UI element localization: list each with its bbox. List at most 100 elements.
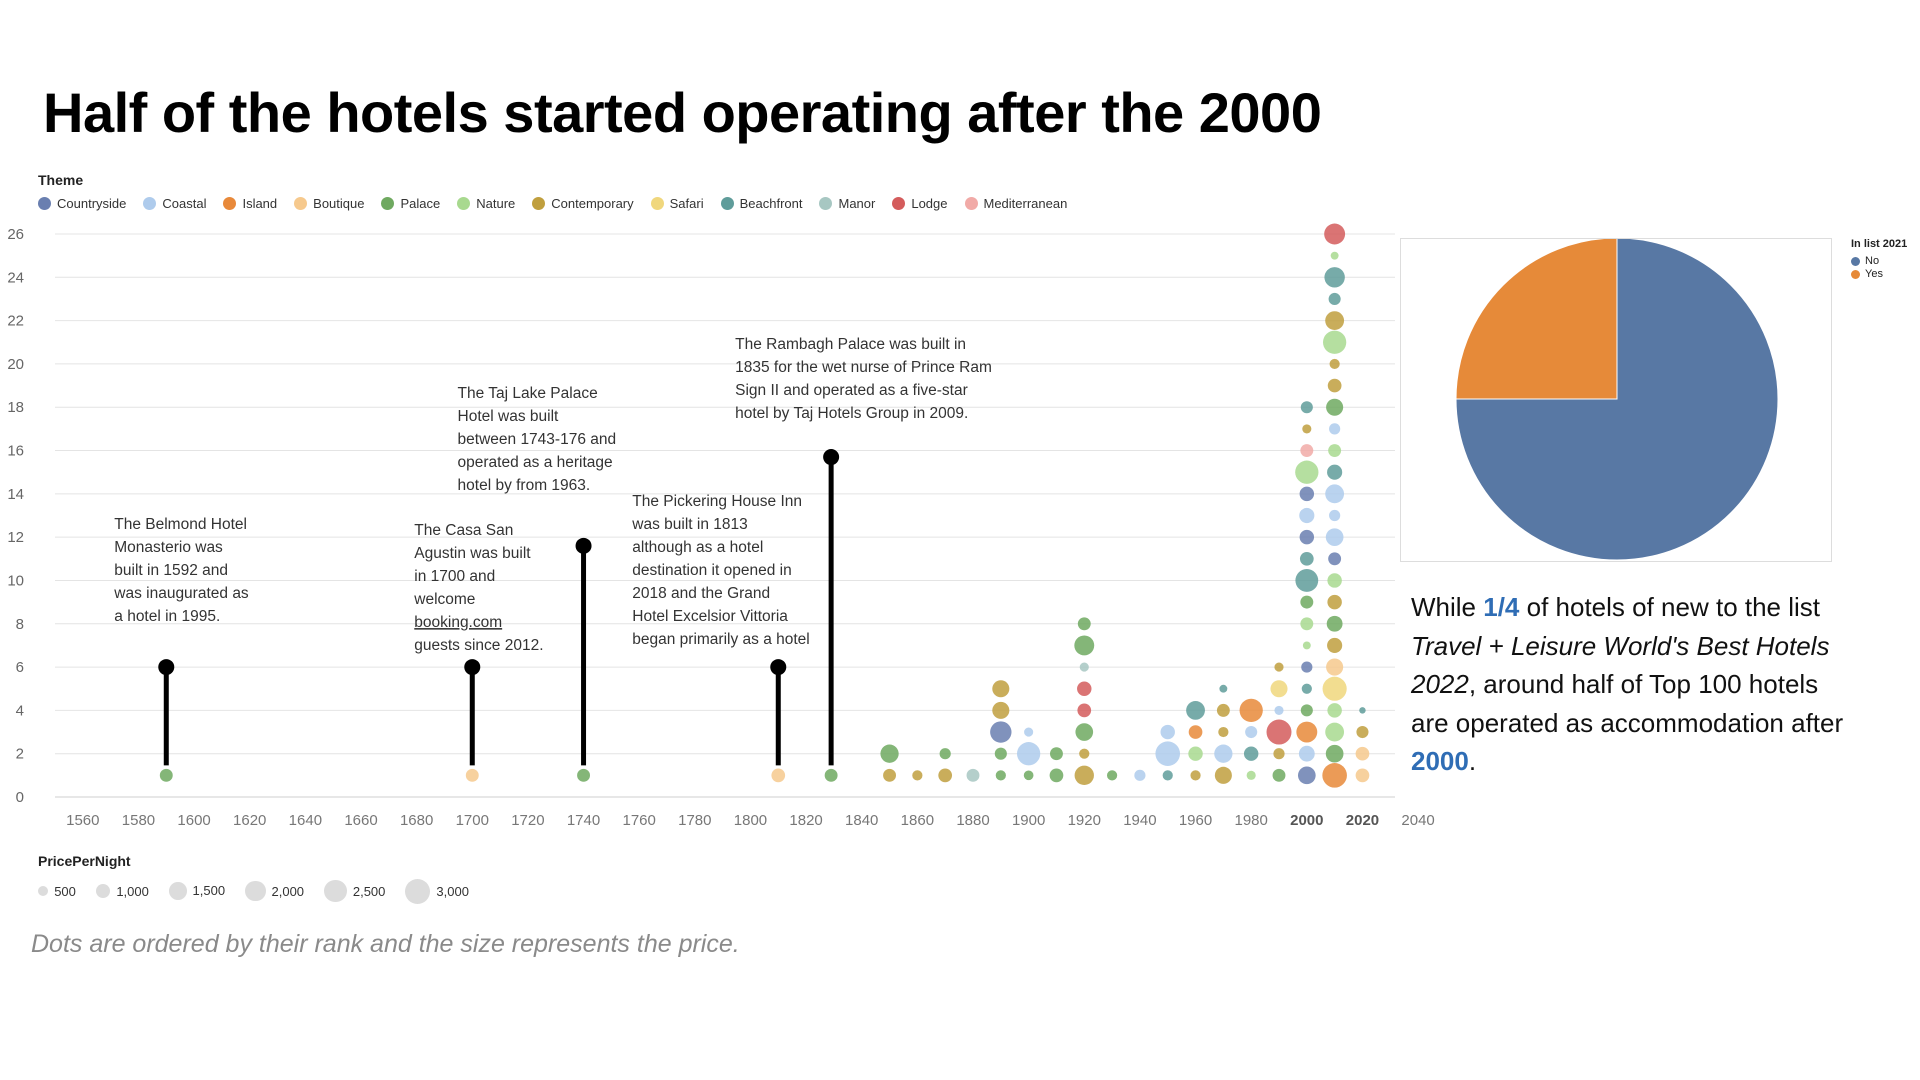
price-size-swatch [95, 883, 111, 899]
annotation-marker [158, 659, 175, 676]
hotel-point [1302, 424, 1312, 434]
hotel-point [1190, 770, 1201, 781]
annotation-line: 2018 and the Grand [632, 585, 770, 602]
price-legend-label: 2,000 [271, 883, 305, 899]
annotation-text: The Belmond Hotel Monasterio was built in … [113, 516, 249, 625]
hotel-point [1326, 615, 1343, 632]
theme-legend-item: Safari [650, 196, 704, 211]
hotel-point [992, 680, 1010, 698]
annotation-line: was inaugurated as [113, 585, 249, 602]
hotel-point [1079, 748, 1090, 759]
annotation-line: destination it opened in [632, 562, 791, 579]
hotel-point [990, 721, 1012, 743]
hotel-point [1327, 573, 1342, 588]
y-tick-label: 0 [16, 789, 24, 806]
hotel-point [1300, 401, 1313, 414]
hotel-point [1049, 768, 1064, 783]
x-tick-label: 1940 [1123, 812, 1156, 829]
annotation-line: hotel by from 1963. [458, 477, 591, 494]
hotel-point [1355, 746, 1370, 761]
y-tick-label: 14 [7, 486, 24, 503]
legend-swatch [892, 197, 906, 210]
hotel-point [771, 768, 786, 783]
hotel-point [1327, 464, 1343, 480]
hotel-point [577, 768, 590, 782]
theme-legend-label: Safari [669, 196, 704, 211]
price-legend-item: 1,500 [168, 882, 226, 900]
price-legend-title: PricePerNight [38, 853, 131, 869]
y-tick-label: 26 [7, 226, 24, 243]
price-size-swatch [245, 880, 266, 902]
hotel-point [1299, 529, 1315, 545]
legend-swatch [381, 197, 395, 210]
x-tick-label: 2040 [1401, 812, 1434, 829]
theme-legend-item: Island [223, 196, 277, 211]
y-tick-label: 18 [7, 399, 24, 416]
hotel-point [1218, 726, 1229, 738]
annotation-marker [823, 449, 840, 466]
theme-legend-item: Manor [819, 196, 875, 211]
annotation-text: The Casa San Agustin was built in 1700 and… [413, 522, 543, 654]
x-tick-label: 1880 [956, 812, 989, 829]
hotel-point [1300, 617, 1314, 631]
hotel-point [1160, 724, 1175, 740]
hotel-point [1326, 658, 1344, 676]
hotel-point [1075, 723, 1094, 741]
annotation-line: Agustin was built [414, 545, 531, 562]
hotel-point [1106, 770, 1118, 781]
hotel-point [1327, 594, 1342, 610]
legend-swatch [819, 197, 833, 210]
hotel-point [1272, 768, 1286, 782]
hotel-point [1295, 460, 1319, 484]
pie-legend-item-no: No [1851, 255, 1879, 267]
theme-legend-item: Lodge [892, 196, 948, 211]
hotel-point [995, 770, 1006, 781]
annotation-line: 1835 for the wet nurse of Prince Ram [735, 359, 992, 376]
hotel-point [1077, 703, 1092, 718]
hotel-point [1074, 765, 1094, 786]
hotel-point [1295, 569, 1319, 592]
y-tick-label: 2 [16, 746, 24, 763]
annotation-text: The Pickering House Inn was built in 1813… [631, 493, 810, 648]
x-tick-label: 1600 [177, 812, 210, 829]
theme-legend-item: Contemporary [532, 196, 634, 211]
x-tick-label: 1980 [1234, 812, 1267, 829]
page-title: Half of the hotels started operating aft… [43, 81, 1322, 144]
pie-slice-yes [1455, 239, 1618, 400]
legend-swatch [532, 197, 546, 210]
hotel-point [1355, 768, 1370, 783]
summary-highlight: 1/4 [1483, 592, 1520, 622]
theme-legend-label: Boutique [313, 196, 365, 211]
summary-highlight: 2000 [1411, 746, 1469, 776]
legend-swatch [38, 197, 51, 210]
hotel-point [1050, 747, 1063, 761]
price-legend-label: 1,500 [192, 883, 226, 899]
hotel-point [1162, 770, 1173, 781]
price-size-swatch [405, 878, 431, 904]
price-legend-item: 500 [38, 884, 76, 899]
hotel-point [1079, 662, 1089, 672]
pie-chart [1455, 239, 1779, 561]
theme-legend-label: Beachfront [739, 196, 803, 211]
hotel-point [1219, 684, 1228, 693]
annotation-line: The Rambagh Palace was built in [735, 336, 966, 353]
x-tick-label: 1820 [789, 812, 822, 829]
theme-legend-label: Countryside [57, 196, 127, 211]
theme-legend-label: Island [242, 196, 278, 211]
hotel-point [1299, 551, 1314, 566]
hotel-point [1246, 770, 1256, 780]
summary-italic: Travel + Leisure World's Best Hotels 202… [1411, 630, 1830, 700]
annotation-line: booking.com [414, 614, 502, 631]
legend-swatch [143, 197, 157, 210]
annotation-line: Monasterio was [114, 539, 223, 556]
x-tick-label: 1780 [678, 812, 711, 829]
hotel-point [1188, 746, 1203, 761]
pie-legend-item-yes: Yes [1851, 268, 1883, 280]
hotel-point [159, 768, 173, 782]
price-size-swatch [324, 879, 347, 903]
hotel-point [1325, 311, 1345, 331]
annotation-line: The Pickering House Inn [632, 493, 802, 510]
annotation-line: built in 1592 and [114, 562, 228, 579]
hotel-point [1299, 486, 1315, 502]
hotel-point [1023, 770, 1034, 781]
